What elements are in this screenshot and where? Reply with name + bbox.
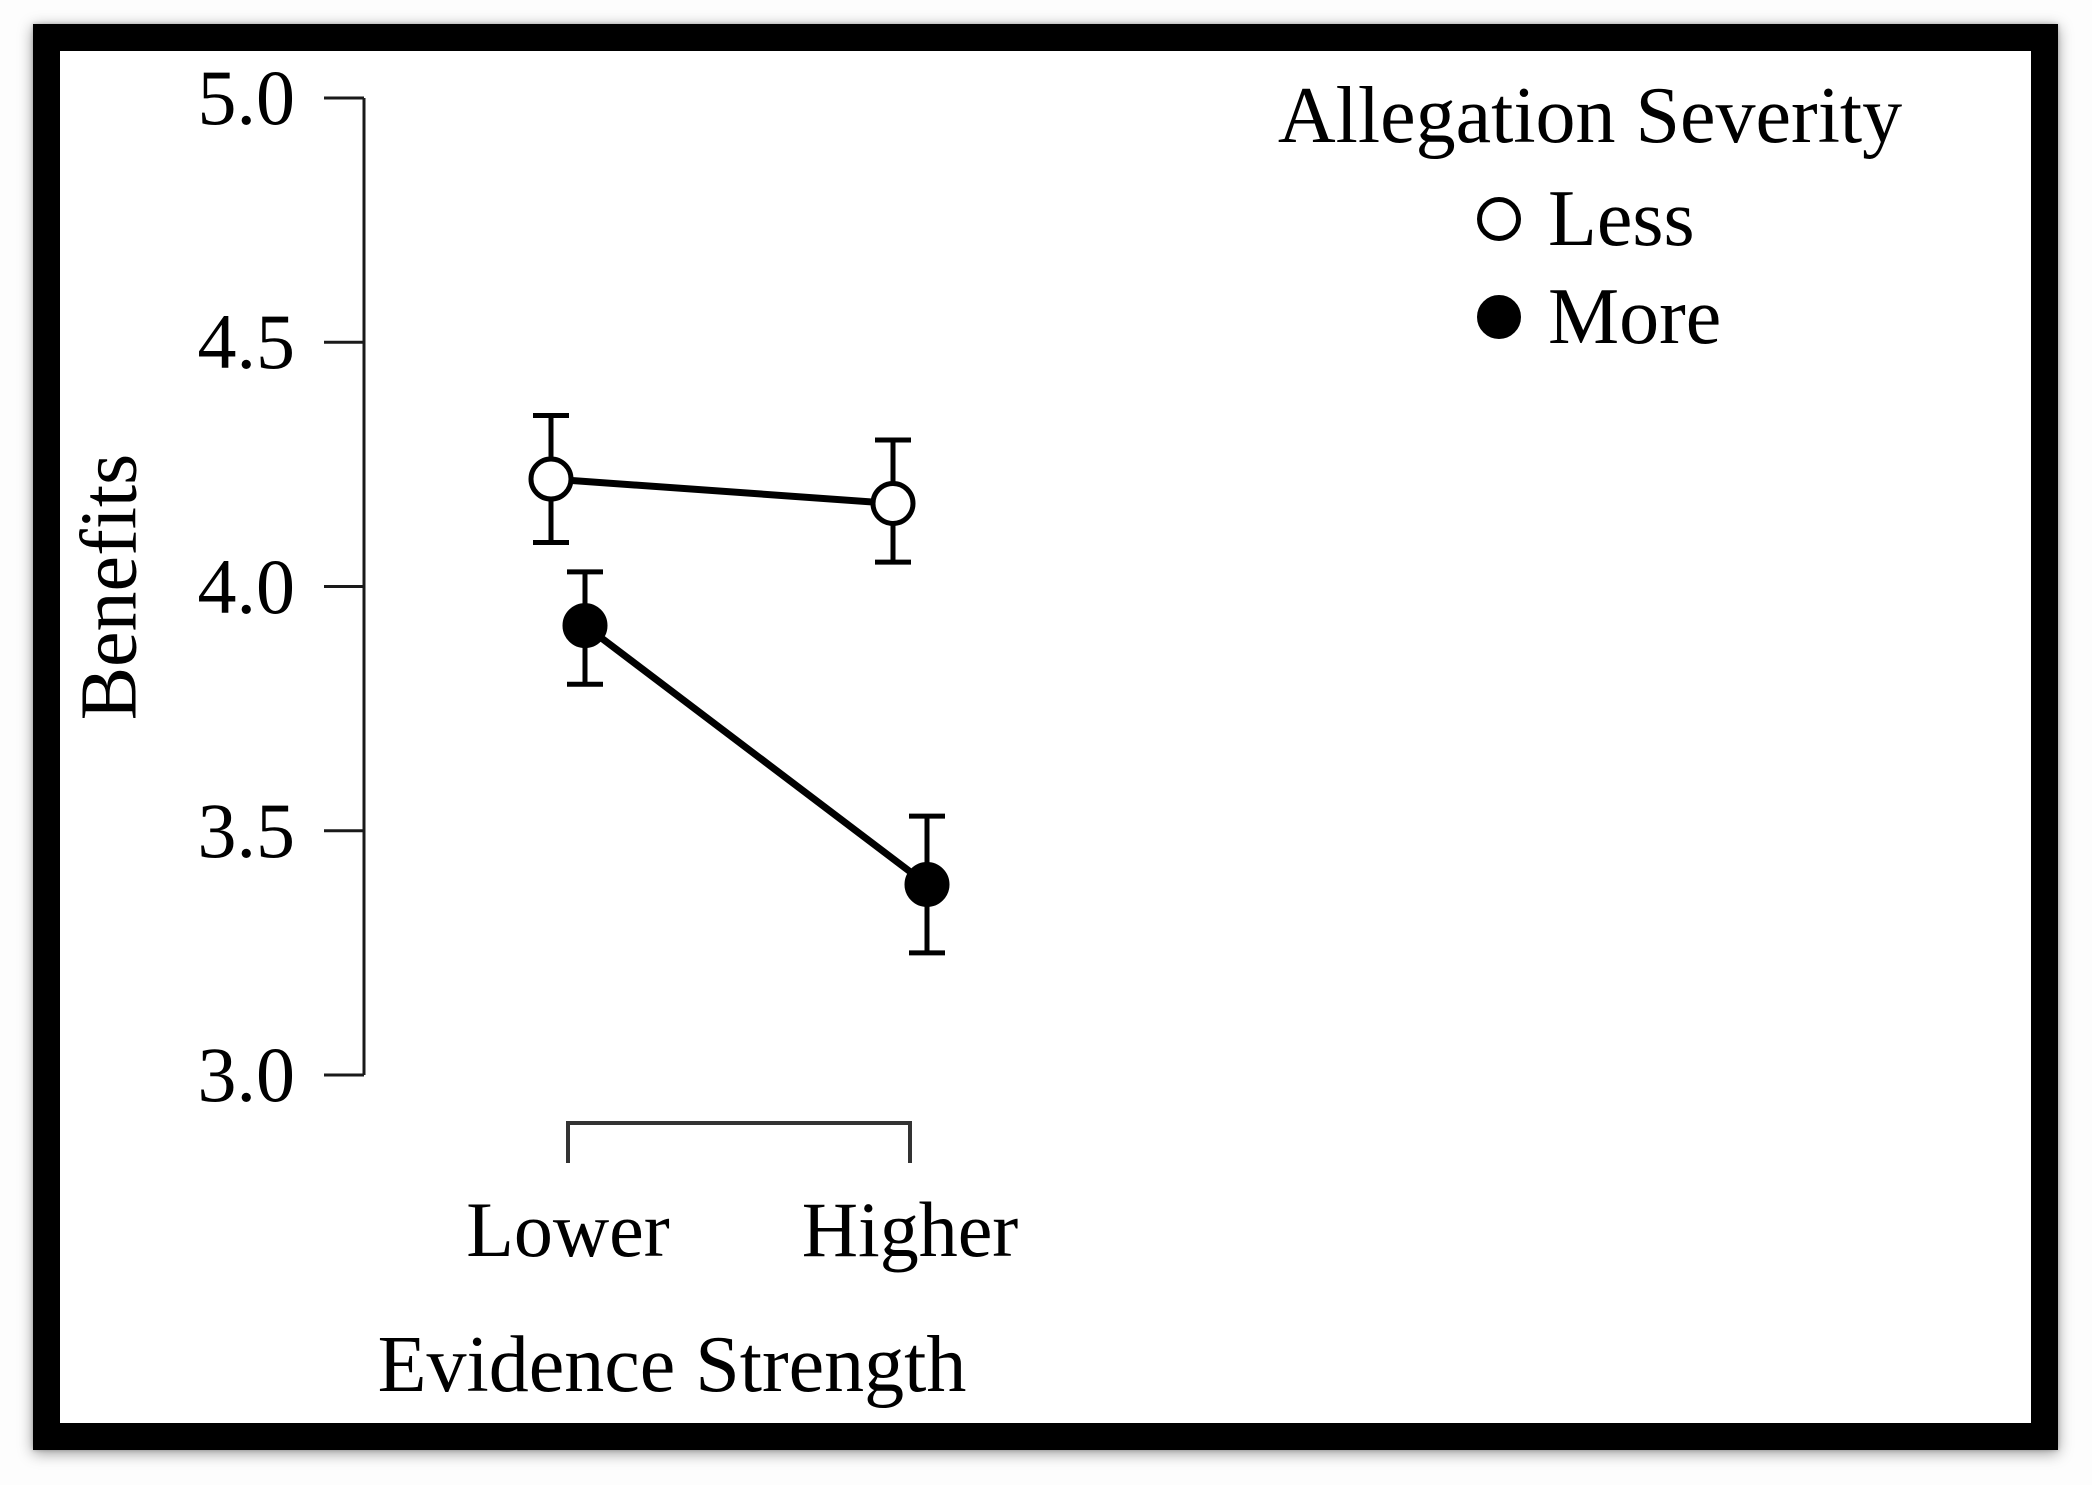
open-circle-icon <box>1477 197 1521 241</box>
legend-item-label: More <box>1548 273 1722 361</box>
legend-item-less: Less <box>1477 171 1695 267</box>
y-tick-label: 5.0 <box>197 54 296 141</box>
legend-item-label: Less <box>1548 175 1695 263</box>
chart-frame <box>33 24 2058 1450</box>
data-point-less-higher <box>870 480 916 526</box>
x-category-label-lower: Lower <box>466 1186 670 1273</box>
y-tick-label: 4.0 <box>197 542 296 630</box>
series-line-more <box>582 622 930 888</box>
data-point-more-higher <box>904 861 950 907</box>
y-axis-title: Benefits <box>65 453 154 721</box>
x-axis-title: Evidence Strength <box>377 1321 967 1409</box>
series-line-less <box>550 475 894 507</box>
y-tick-label: 4.5 <box>197 298 296 386</box>
legend-item-more: More <box>1477 269 1721 365</box>
y-tick-label: 3.0 <box>197 1031 296 1118</box>
filled-circle-icon <box>1477 295 1521 339</box>
data-point-less-lower <box>528 456 574 502</box>
x-category-label-higher: Higher <box>801 1186 1019 1273</box>
data-point-more-lower <box>562 603 608 649</box>
y-tick-label: 3.5 <box>197 786 296 874</box>
x-category-bracket <box>566 1121 912 1163</box>
legend-title: Allegation Severity <box>1277 72 1903 160</box>
